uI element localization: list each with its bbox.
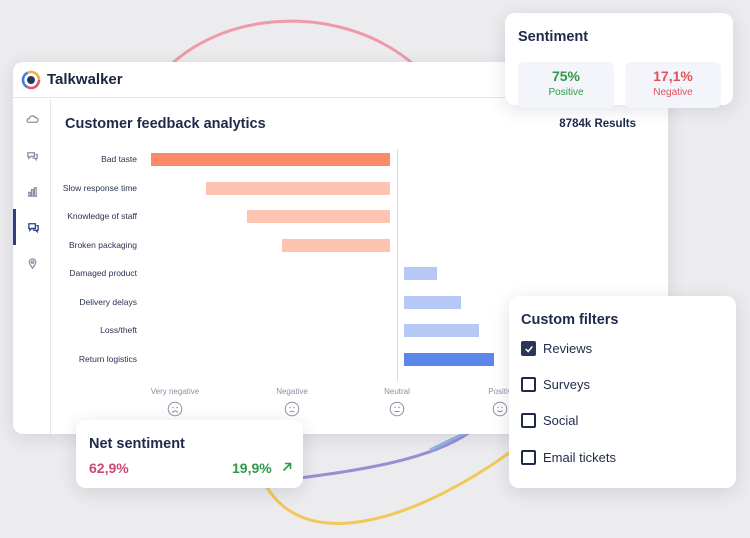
- filter-social[interactable]: Social: [521, 413, 578, 428]
- bar-broken-packaging[interactable]: [282, 238, 390, 252]
- brand-name: Talkwalker: [47, 71, 123, 88]
- results-count: 8784k Results: [559, 118, 636, 130]
- main-window: Talkwalker Customer feedback analytics 8…: [13, 62, 668, 434]
- axis-label-very-negative: Very negative: [150, 387, 200, 396]
- page-title: Customer feedback analytics: [65, 116, 266, 132]
- filter-reviews[interactable]: Reviews: [521, 341, 592, 356]
- filter-email-tickets[interactable]: Email tickets: [521, 450, 616, 465]
- net-sentiment-card: Net sentiment 62,9% 19,9%: [76, 420, 303, 488]
- net-negative-value: 62,9%: [89, 460, 129, 476]
- net-sentiment-title: Net sentiment: [89, 436, 185, 452]
- category-label: Broken packaging: [68, 239, 137, 250]
- bar-delivery-delays[interactable]: [404, 295, 461, 309]
- sentiment-title: Sentiment: [518, 29, 589, 45]
- negative-label: Negative: [653, 87, 693, 98]
- bar-bad-taste[interactable]: [151, 153, 390, 166]
- nav-cloud-icon[interactable]: [13, 101, 51, 137]
- arrow-up-right-icon: [282, 462, 292, 472]
- nav-location-icon[interactable]: [13, 245, 51, 281]
- filter-label-surveys: Surveys: [543, 377, 590, 392]
- category-label: Knowledge of staff: [67, 211, 137, 221]
- category-label: Damaged product: [69, 268, 137, 278]
- category-label: Return logistics: [78, 353, 137, 364]
- positive-value: 75%: [551, 68, 581, 84]
- bar-knowledge-of-staff[interactable]: [247, 210, 390, 223]
- negative-face-icon: [284, 401, 300, 417]
- nav-feedback-icon[interactable]: [13, 209, 51, 245]
- custom-filters-title: Custom filters: [521, 312, 619, 328]
- positive-face-icon: [492, 401, 508, 417]
- bar-return-logistics[interactable]: [404, 352, 494, 366]
- checkbox-reviews[interactable]: [521, 341, 536, 356]
- positive-metric: 75% Positive: [518, 62, 614, 108]
- filter-surveys[interactable]: Surveys: [521, 377, 590, 392]
- bar-loss-theft[interactable]: [404, 324, 479, 337]
- titlebar: Talkwalker: [13, 62, 668, 98]
- talkwalker-logo-icon: [21, 70, 41, 89]
- filter-label-email-tickets: Email tickets: [543, 450, 616, 465]
- axis-label-neutral: Neutral: [384, 387, 410, 396]
- nav-chart-icon[interactable]: [13, 173, 51, 209]
- net-positive-value: 19,9%: [232, 460, 272, 476]
- checkbox-email-tickets[interactable]: [521, 450, 536, 465]
- filter-label-reviews: Reviews: [543, 341, 593, 356]
- checkmark-icon: [524, 345, 533, 353]
- category-label: Slow response time: [62, 182, 137, 193]
- bar-slow-response-time[interactable]: [206, 181, 390, 195]
- bar-damaged-product[interactable]: [404, 267, 437, 280]
- category-label: Loss/theft: [100, 325, 137, 335]
- axis-label-negative: Negative: [276, 387, 308, 396]
- category-label: Delivery delays: [79, 296, 137, 307]
- positive-label: Positive: [548, 87, 584, 98]
- custom-filters-card: Custom filters Reviews Surveys Social Em…: [509, 296, 736, 488]
- negative-value: 17,1%: [653, 68, 693, 84]
- category-label: Bad taste: [101, 154, 137, 164]
- neutral-face-icon: [389, 401, 405, 417]
- nav-chat-icon[interactable]: [13, 137, 51, 173]
- sentiment-card: Sentiment 75% Positive 17,1% Negative: [505, 13, 733, 108]
- side-navigation: [13, 99, 51, 434]
- neutral-axis-line: [397, 149, 398, 381]
- checkbox-social[interactable]: [521, 413, 536, 428]
- very-negative-face-icon: [167, 401, 183, 417]
- negative-metric: 17,1% Negative: [625, 62, 721, 108]
- axis-label-positive: Positiv: [488, 387, 512, 396]
- checkbox-surveys[interactable]: [521, 377, 536, 392]
- filter-label-social: Social: [543, 413, 579, 428]
